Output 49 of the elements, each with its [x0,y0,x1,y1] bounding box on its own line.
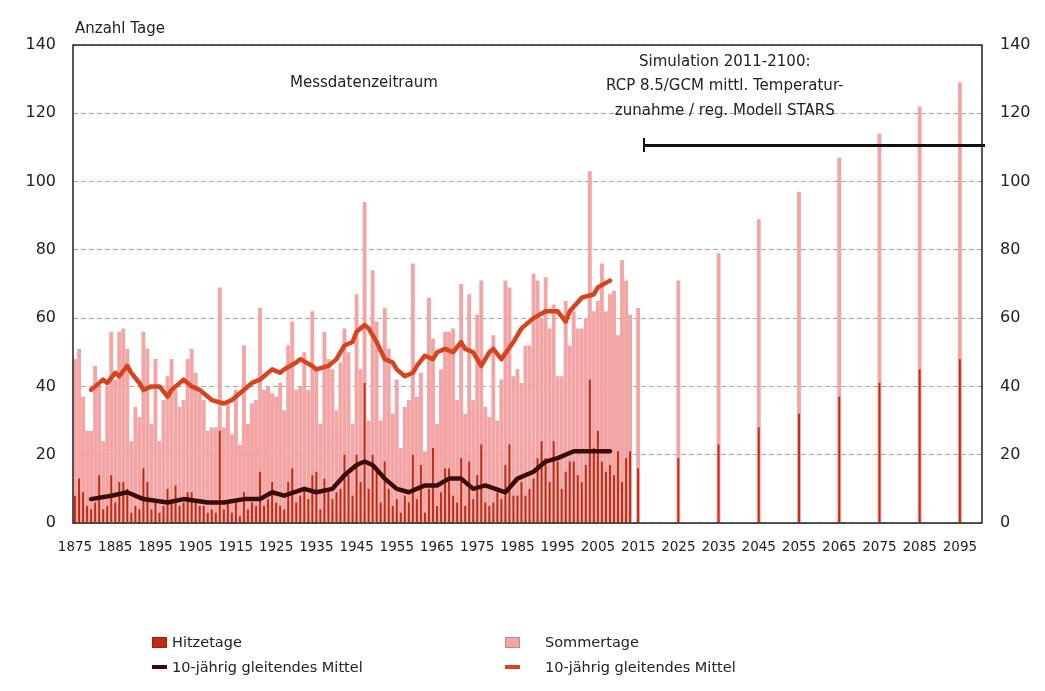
legend-label: 10-jährig gleitendes Mittel [545,659,736,675]
x-tick-label: 2005 [580,537,616,554]
y2-tick-label: 140 [1000,34,1031,54]
legend-label: 10-jährig gleitendes Mittel [172,659,363,675]
x-tick-label: 1925 [258,537,294,554]
legend-label: Sommertage [545,634,639,650]
bar [620,260,624,523]
y2-tick-label: 0 [1000,512,1011,532]
x-tick-label: 2055 [781,537,817,554]
y2-tick-label: 40 [1000,375,1021,395]
x-tick-label: 2045 [741,537,776,554]
x-tick-label: 1895 [138,537,173,554]
bar [491,335,496,523]
x-tick-label: 1945 [339,537,374,554]
x-tick-label: 2025 [661,537,696,554]
y-tick-label: 40 [35,375,56,395]
x-tick-label: 1975 [460,537,495,554]
x-tick-label: 1935 [299,537,334,554]
annotation: Messdatenzeitraum [290,72,438,91]
y-tick-label: 80 [35,239,56,259]
x-tick-label: 1985 [500,537,535,554]
annotation: Simulation 2011-2100: RCP 8.5/GCM mittl. Temperatur- zunahme / reg. Modell STARS [606,51,844,119]
bar [612,290,616,523]
y2-tick-label: 80 [1000,239,1021,259]
x-tick-label: 2015 [620,537,656,554]
x-tick-label: 1965 [419,537,455,554]
legend-label: Hitzetage [172,634,242,650]
x-tick-label: 2075 [862,537,897,554]
x-tick-label: 2035 [701,537,736,554]
y-tick-label: 20 [35,443,56,463]
x-tick-label: 1885 [98,537,133,554]
y-axis-title: Anzahl Tage [75,19,165,37]
x-tick-label: 1995 [540,537,575,554]
x-tick-label: 1875 [57,537,93,554]
y-tick-label: 0 [45,512,56,532]
y2-tick-label: 120 [1000,102,1031,122]
y-tick-label: 60 [35,307,56,327]
x-tick-label: 2065 [822,537,857,554]
x-tick-label: 1905 [178,537,213,554]
y-tick-label: 100 [25,170,56,190]
y-tick-label: 140 [25,34,56,54]
y-tick-label: 120 [25,102,56,122]
x-tick-label: 2095 [942,537,978,554]
y2-tick-label: 100 [1000,170,1031,190]
y2-tick-label: 20 [1000,443,1021,463]
x-tick-label: 2085 [902,537,937,554]
y2-tick-label: 60 [1000,307,1021,327]
x-tick-label: 1915 [218,537,254,554]
x-tick-label: 1955 [379,537,414,554]
